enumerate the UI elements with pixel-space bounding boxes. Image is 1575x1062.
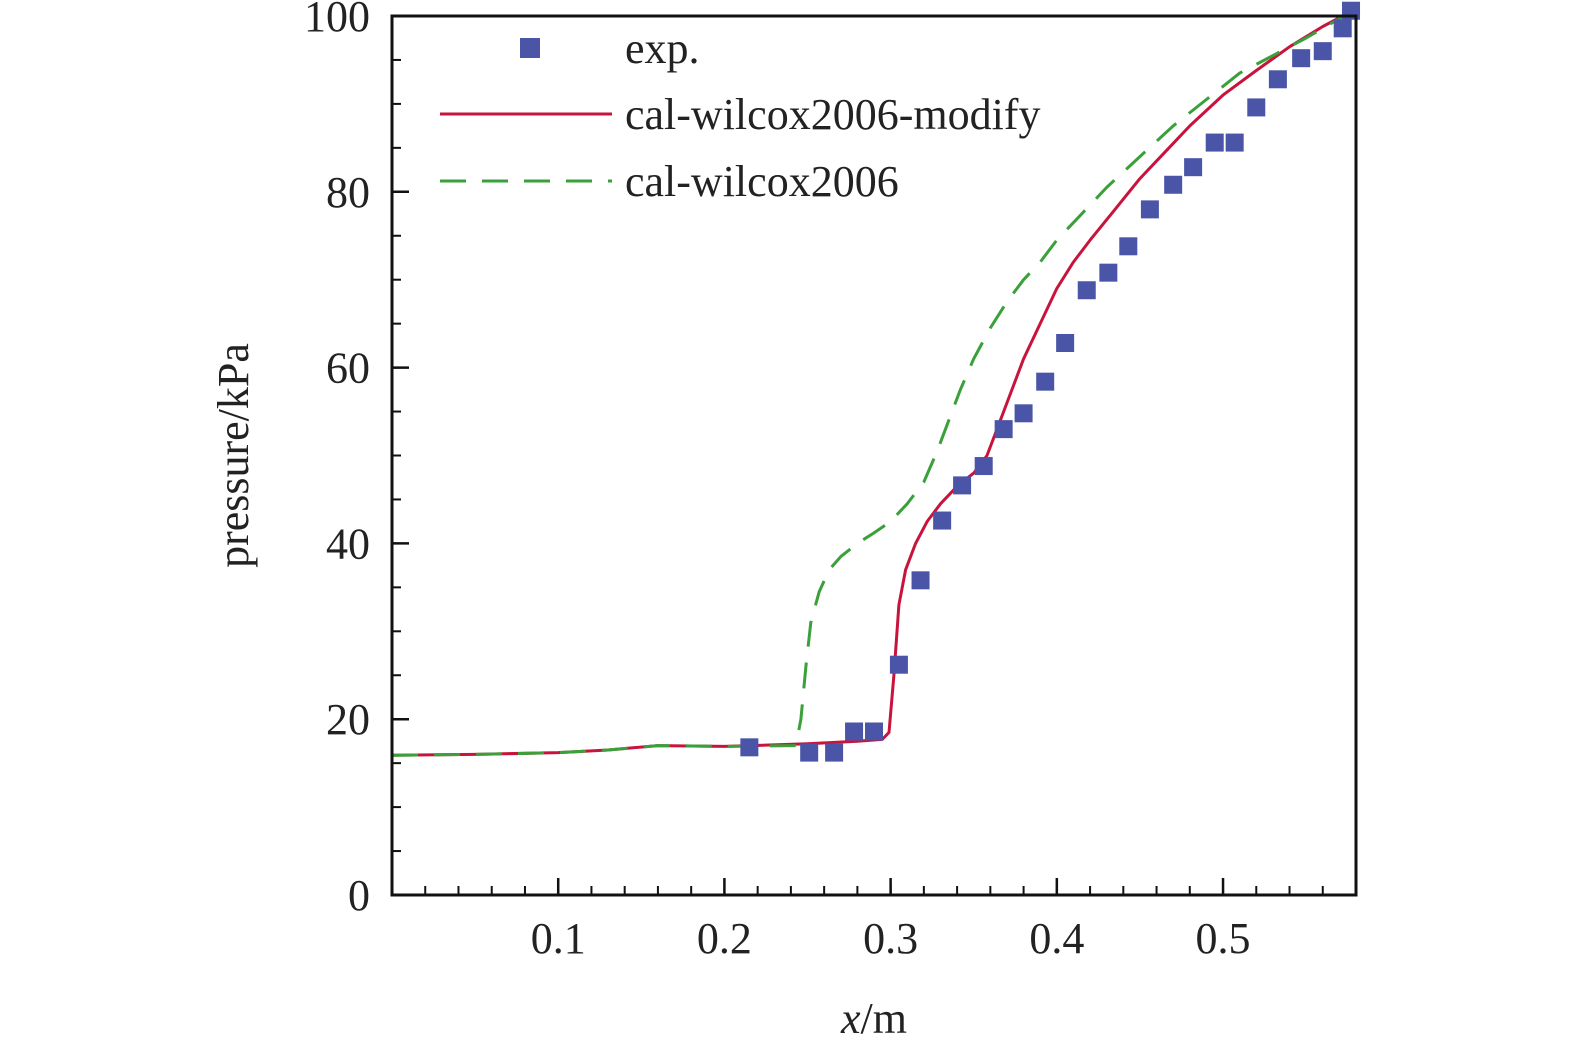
y-tick-label: 100: [304, 0, 370, 41]
x-tick-label: 0.4: [1029, 914, 1084, 963]
y-axis-label: pressure/kPa: [209, 343, 258, 568]
exp-point: [1313, 42, 1332, 61]
y-tick-label: 20: [326, 695, 370, 744]
legend-label: cal-wilcox2006: [625, 157, 899, 206]
y-tick-label: 80: [326, 168, 370, 217]
legend: exp. cal-wilcox2006-modify cal-wilcox2006: [440, 24, 1040, 206]
exp-point: [740, 738, 759, 757]
x-tick-label: 0.3: [863, 914, 918, 963]
exp-point: [825, 743, 844, 762]
exp-point: [1292, 49, 1311, 68]
exp-point: [1140, 200, 1159, 219]
series-group: [391, 1, 1361, 762]
exp-point: [1164, 175, 1183, 194]
x-tick-label: 0.1: [531, 914, 586, 963]
exp-point: [1014, 404, 1033, 423]
exp-point: [953, 476, 972, 495]
x-tick-label: 0.5: [1196, 914, 1251, 963]
wilcox2006-line: [391, 7, 1357, 757]
x-axis-label: x/m: [840, 994, 907, 1043]
exp-markers: [740, 1, 1361, 762]
exp-point: [1333, 19, 1352, 38]
plot-frame: [390, 14, 1358, 897]
exp-point: [1205, 133, 1224, 152]
major-ticks: [392, 14, 1225, 897]
x-tick-label: 0.2: [697, 914, 752, 963]
y-tick-label: 60: [326, 344, 370, 393]
exp-point: [1225, 133, 1244, 152]
exp-point: [1036, 372, 1055, 391]
exp-point: [933, 511, 952, 530]
y-tick-label: 0: [348, 871, 370, 920]
exp-point: [1119, 237, 1138, 256]
exp-point: [1268, 70, 1287, 89]
y-tick-labels: 0 20 40 60 80 100: [304, 0, 370, 920]
exp-point: [1056, 333, 1075, 352]
exp-point: [800, 743, 819, 762]
exp-point: [911, 571, 930, 590]
legend-label: cal-wilcox2006-modify: [625, 90, 1040, 139]
exp-point: [845, 722, 864, 741]
legend-exp-marker: [520, 38, 540, 58]
y-tick-label: 40: [326, 519, 370, 568]
exp-point: [1184, 158, 1203, 177]
exp-point: [889, 655, 908, 674]
exp-point: [865, 722, 883, 741]
exp-point: [1099, 263, 1118, 282]
exp-point: [974, 457, 993, 476]
exp-point: [994, 420, 1013, 439]
legend-label: exp.: [625, 24, 700, 73]
x-tick-labels: 0.1 0.2 0.3 0.4 0.5: [531, 914, 1251, 963]
exp-point: [1247, 98, 1266, 117]
exp-point: [1077, 281, 1096, 300]
